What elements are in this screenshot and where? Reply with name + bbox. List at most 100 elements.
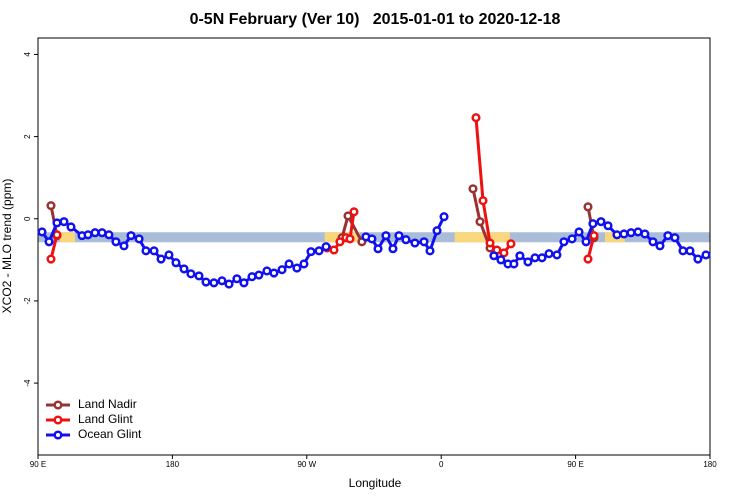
data-point [523, 257, 533, 267]
data-point [693, 254, 703, 264]
data-point [277, 265, 287, 275]
data-point [373, 244, 383, 254]
data-point [239, 278, 249, 288]
data-point [46, 254, 56, 264]
data-point [46, 201, 56, 211]
data-point [217, 276, 227, 286]
data-point [685, 246, 695, 256]
x-tick-label: 90 E [567, 460, 583, 469]
data-point [52, 218, 62, 228]
y-tick-label: 2 [23, 134, 32, 139]
data-point [496, 255, 506, 265]
x-tick-label: 180 [703, 460, 717, 469]
data-point [164, 250, 174, 260]
y-axis-label: XCO2 - MLO trend (ppm) [0, 179, 14, 314]
data-point [574, 227, 584, 237]
data-point [59, 217, 69, 227]
data-point [663, 231, 673, 241]
data-point [349, 207, 359, 217]
data-point [141, 246, 151, 256]
data-point [381, 231, 391, 241]
data-point [626, 228, 636, 238]
data-point [552, 250, 562, 260]
data-point [66, 222, 76, 232]
data-point [432, 226, 442, 236]
legend-marker [53, 415, 63, 425]
data-point [612, 230, 622, 240]
data-point [111, 237, 121, 247]
data-point [633, 227, 643, 237]
data-point [97, 228, 107, 238]
chart-title: 0-5N February (Ver 10) 2015-01-01 to 202… [190, 11, 561, 28]
x-axis-label: Longitude [349, 476, 402, 490]
data-point [134, 234, 144, 244]
data-point [509, 259, 519, 269]
data-point [104, 230, 114, 240]
data-point [425, 246, 435, 256]
data-point [232, 274, 242, 284]
data-point [419, 237, 429, 247]
data-point [209, 278, 219, 288]
data-point [306, 247, 316, 257]
data-point [126, 231, 136, 241]
data-point [171, 258, 181, 268]
data-point [394, 231, 404, 241]
data-point [603, 221, 613, 231]
x-tick-label: 90 W [297, 460, 316, 469]
data-point [596, 217, 606, 227]
data-point [186, 269, 196, 279]
highlight-range [59, 232, 76, 243]
data-point [640, 229, 650, 239]
data-point [269, 268, 279, 278]
data-point [648, 237, 658, 247]
y-tick-label: 0 [23, 216, 32, 221]
data-point [489, 251, 499, 261]
data-point [583, 202, 593, 212]
data-point [299, 259, 309, 269]
data-point [335, 237, 345, 247]
data-point [530, 253, 540, 263]
x-tick-label: 90 E [30, 460, 46, 469]
data-point [201, 277, 211, 287]
data-point [90, 228, 100, 238]
data-point [537, 253, 547, 263]
data-point [468, 184, 478, 194]
data-point [388, 244, 398, 254]
data-point [701, 250, 711, 260]
data-point [439, 212, 449, 222]
data-point [619, 229, 629, 239]
x-tick-label: 0 [439, 460, 444, 469]
data-point [515, 251, 525, 261]
x-tick-label: 180 [166, 460, 180, 469]
data-point [401, 235, 411, 245]
data-point [589, 231, 599, 241]
data-point [475, 217, 485, 227]
data-point [156, 254, 166, 264]
data-point [254, 270, 264, 280]
data-point [544, 249, 554, 259]
data-point [410, 238, 420, 248]
data-point [567, 234, 577, 244]
data-point [655, 241, 665, 251]
legend-label: Ocean Glint [78, 427, 142, 441]
data-point [559, 237, 569, 247]
data-point [149, 246, 159, 256]
data-point [345, 234, 355, 244]
data-point [321, 242, 331, 252]
data-point [314, 246, 324, 256]
legend-marker [53, 430, 63, 440]
data-point [367, 234, 377, 244]
data-point [179, 264, 189, 274]
data-point [44, 237, 54, 247]
data-point [478, 196, 488, 206]
data-point [485, 238, 495, 248]
highlight-range [454, 232, 510, 243]
plot-frame [37, 37, 711, 456]
y-tick-label: -2 [23, 297, 32, 305]
data-point [119, 241, 129, 251]
data-point [224, 279, 234, 289]
data-point [284, 259, 294, 269]
data-point [292, 263, 302, 273]
data-point [678, 246, 688, 256]
